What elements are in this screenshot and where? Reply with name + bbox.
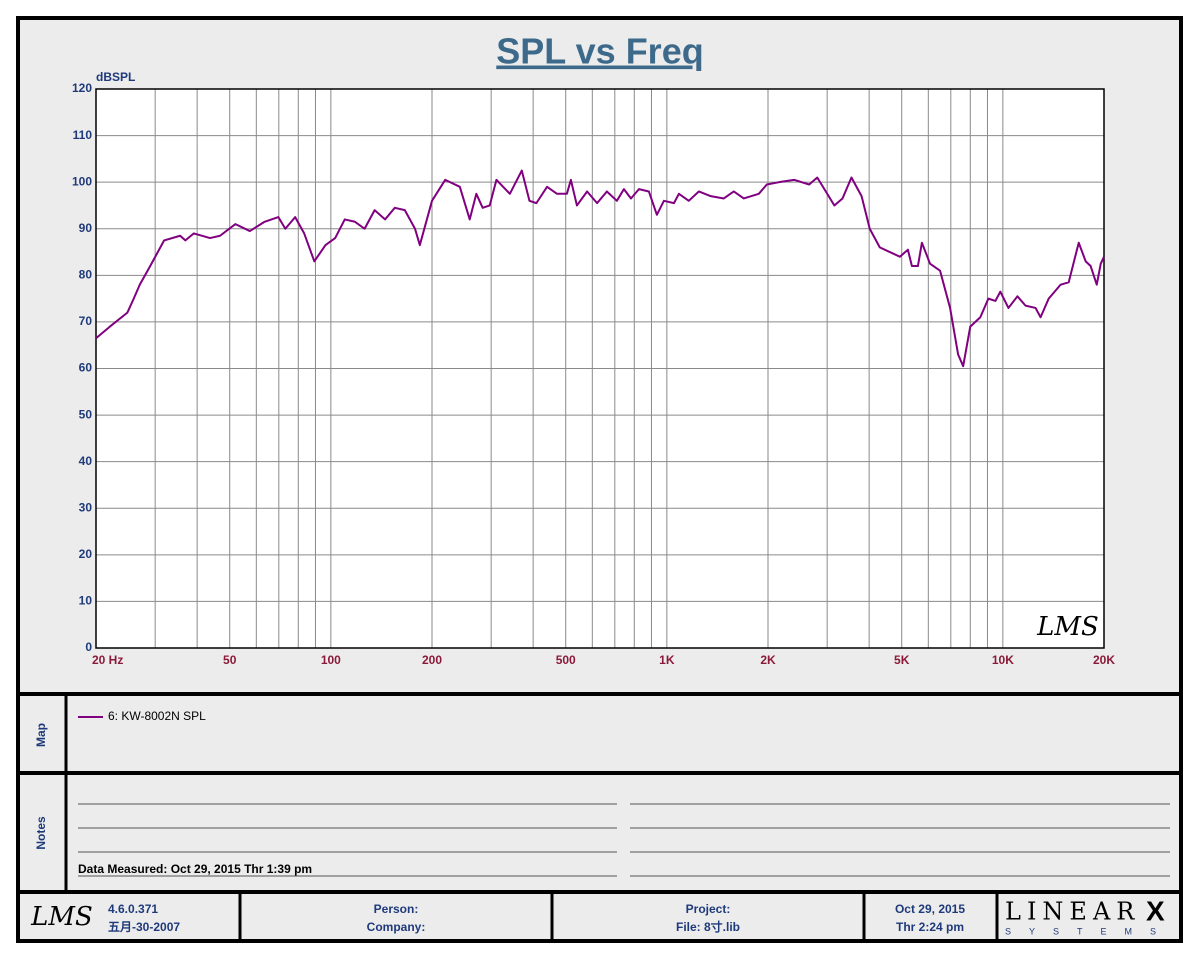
plot-border [95,88,1105,649]
notes-label: Notes [34,816,48,850]
y-tick-label: 120 [72,81,92,95]
y-tick-label: 70 [79,314,93,328]
build-date: 五月-30-2007 [108,920,180,934]
y-tick-label: 80 [79,268,93,282]
brand-sub: SYSTEMS [1005,926,1174,936]
legend-label: 6: KW-8002N SPL [108,709,206,723]
x-tick-label: 5K [894,653,910,667]
y-tick-label: 0 [85,640,92,654]
map-label: Map [34,723,48,747]
footer-logo: LMS [30,902,93,932]
plot-logo: LMS [1036,612,1099,642]
x-tick-label: 10K [992,653,1014,667]
brand: LINEAR [1005,898,1140,926]
x-tick-label: 1K [659,653,675,667]
person: Person: [374,902,419,916]
date: Oct 29, 2015 [895,902,965,916]
y-tick-label: 50 [79,407,93,421]
x-tick-label: 50 [223,653,237,667]
company: Company: [367,920,426,934]
x-tick-label: 20 Hz [92,653,123,667]
footer-dividers [238,892,999,941]
y-tick-label: 20 [79,547,93,561]
x-tick-label: 100 [321,653,341,667]
x-tick-label: 200 [422,653,442,667]
x-tick-label: 2K [760,653,776,667]
y-tick-label: 60 [79,361,93,375]
project: Project: [686,902,731,916]
y-tick-label: 100 [72,174,92,188]
y-tick-label: 10 [79,594,93,608]
x-tick-label: 20K [1093,653,1115,667]
y-axis-label: dBSPL [96,70,135,84]
y-tick-label: 40 [79,454,93,468]
note-lines [78,803,1170,877]
brand-mark: X [1146,895,1165,926]
measured-note: Data Measured: Oct 29, 2015 Thr 1:39 pm [78,862,312,876]
version: 4.6.0.371 [108,902,158,916]
file: File: 8寸.lib [676,919,740,934]
y-tick-label: 110 [73,128,93,142]
time: Thr 2:24 pm [896,920,964,934]
spl-line [95,169,1105,368]
y-tick-label: 30 [79,500,93,514]
chart-title: SPL vs Freq [496,31,703,72]
y-tick-label: 90 [79,221,93,235]
x-tick-label: 500 [556,653,576,667]
